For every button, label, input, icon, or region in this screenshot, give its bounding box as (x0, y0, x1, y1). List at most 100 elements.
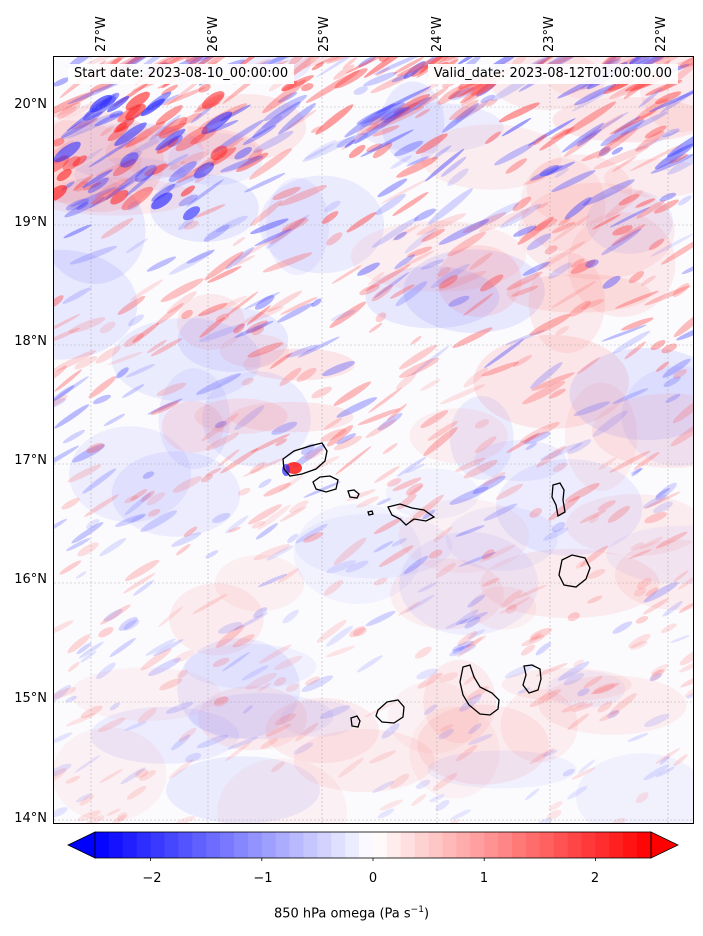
field-streak (60, 111, 103, 139)
field-streak (539, 126, 575, 151)
omega-field (54, 57, 693, 823)
field-streak (205, 467, 222, 477)
field-streak (353, 86, 368, 95)
field-streak (258, 573, 288, 588)
field-streak (259, 644, 292, 664)
field-streak (67, 634, 91, 654)
field-streak (455, 457, 486, 472)
field-streak (220, 447, 259, 474)
field-streak (96, 662, 116, 680)
field-streak (439, 384, 486, 405)
field-streak (199, 316, 226, 338)
field-streak (315, 104, 354, 135)
field-streak (65, 695, 77, 703)
field-streak (233, 323, 245, 334)
field-streak (414, 646, 432, 659)
field-streak (542, 527, 569, 541)
field-streak (598, 457, 617, 470)
field-streak (54, 768, 67, 784)
field-patch (70, 667, 221, 721)
field-streak (636, 200, 666, 219)
field-streak (480, 274, 504, 292)
field-streak (321, 211, 339, 224)
field-streak (249, 461, 266, 474)
field-streak (260, 738, 278, 750)
field-streak (75, 571, 87, 579)
field-streak (546, 809, 562, 820)
field-streak (428, 549, 443, 559)
field-streak (529, 313, 572, 336)
field-streak (573, 659, 584, 667)
field-streak (304, 448, 324, 460)
field-streak (416, 668, 438, 680)
field-streak (220, 155, 264, 173)
field-streak (326, 57, 350, 64)
field-streak (551, 221, 576, 234)
field-cell (112, 158, 137, 177)
field-streak (468, 733, 493, 745)
colorbar-swatch (150, 832, 166, 858)
field-streak (326, 232, 343, 246)
field-patch (169, 583, 264, 656)
field-patch (526, 154, 632, 225)
field-streak (550, 128, 572, 140)
field-streak (672, 283, 690, 297)
field-patch (54, 111, 165, 213)
field-streak (421, 228, 445, 242)
field-streak (479, 208, 530, 233)
field-streak (144, 163, 169, 176)
field-patch (177, 293, 245, 350)
field-streak (654, 143, 693, 170)
field-streak (467, 686, 489, 701)
field-streak (452, 327, 493, 349)
field-streak (54, 365, 67, 380)
field-streak (653, 501, 673, 514)
field-streak (612, 621, 633, 634)
field-streak (474, 436, 497, 454)
field-patch (567, 211, 676, 317)
lon-label-26w: 26°W (206, 16, 221, 52)
field-patch (520, 158, 606, 252)
field-streak (311, 386, 332, 399)
field-streak (427, 188, 473, 225)
field-streak (655, 748, 681, 764)
field-streak (147, 508, 161, 517)
field-streak (366, 106, 425, 132)
field-streak (150, 338, 183, 357)
field-streak (573, 401, 611, 416)
field-streak (124, 721, 148, 731)
field-streak (431, 145, 452, 160)
field-streak (106, 808, 121, 816)
field-streak (236, 152, 269, 173)
field-streak (325, 645, 356, 658)
field-patch (219, 333, 289, 368)
field-patch (217, 758, 347, 823)
field-streak (373, 57, 423, 75)
field-streak (670, 419, 693, 447)
field-streak (67, 464, 102, 483)
field-streak (467, 594, 486, 608)
field-patch (390, 558, 504, 630)
field-streak (342, 57, 357, 69)
field-streak (525, 442, 537, 451)
field-streak (495, 483, 524, 500)
field-streak (673, 754, 688, 767)
field-streak (399, 357, 440, 378)
field-streak (333, 381, 372, 406)
field-streak (409, 494, 444, 523)
field-streak (627, 732, 649, 742)
field-streak (186, 179, 224, 207)
colorbar-swatch (442, 832, 457, 858)
field-streak (381, 723, 400, 739)
field-patch (423, 659, 497, 744)
field-streak (485, 131, 501, 145)
field-streak (517, 584, 547, 598)
field-patch (576, 753, 693, 823)
field-streak (100, 217, 134, 239)
field-streak (166, 153, 189, 167)
field-streak (252, 101, 301, 139)
field-streak (280, 296, 318, 315)
field-streak (373, 517, 403, 535)
field-streak (178, 217, 195, 231)
field-patch (54, 249, 138, 360)
